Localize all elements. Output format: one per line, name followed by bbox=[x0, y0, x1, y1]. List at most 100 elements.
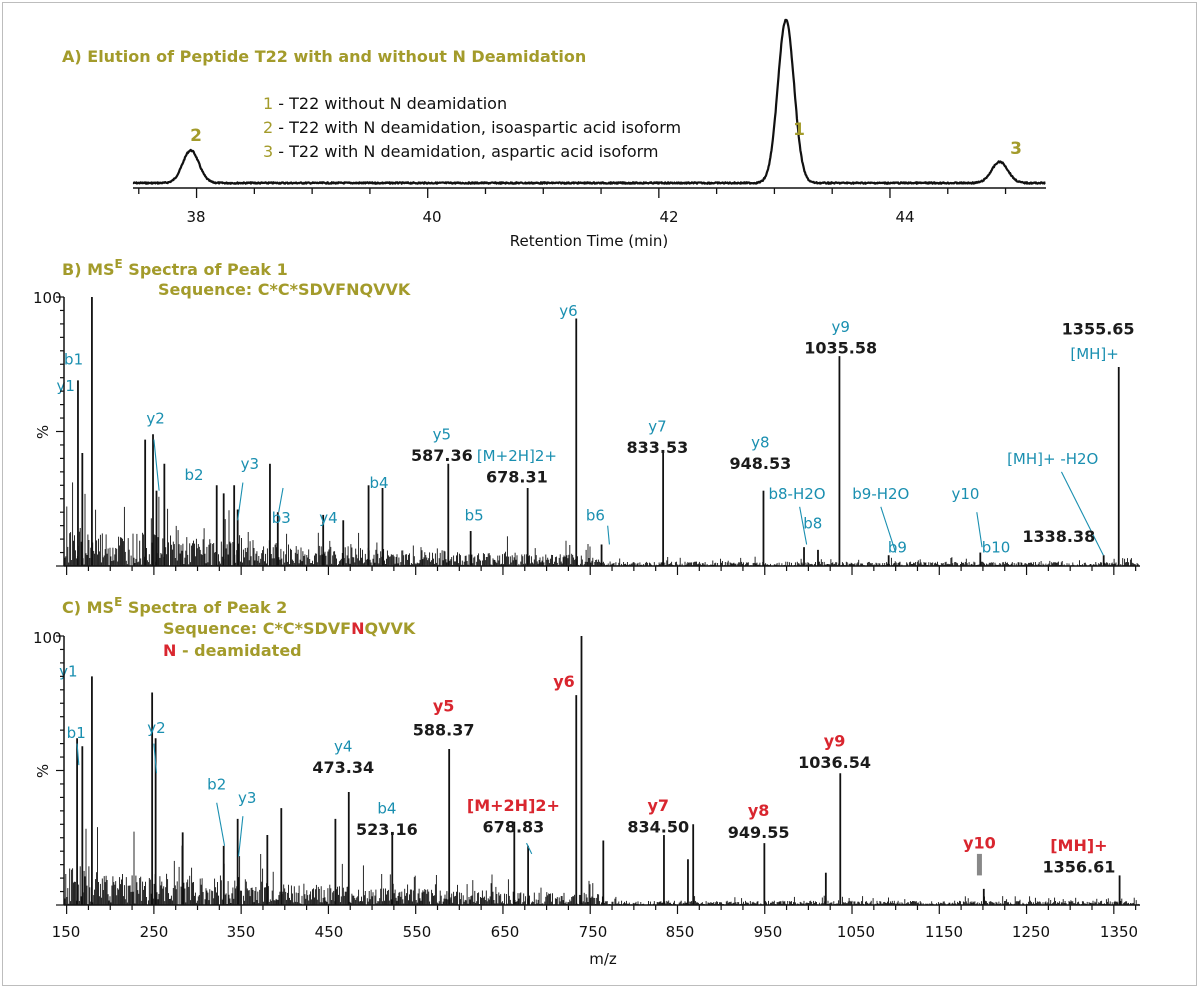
deamidation-note: N - deamidated bbox=[163, 641, 302, 660]
mz-tick-labels: 150 250 350 450 550 650 750 850 950 1050… bbox=[52, 923, 1138, 941]
label-connector bbox=[1060, 471, 1104, 556]
rt-tick-label: 44 bbox=[895, 208, 914, 226]
peak-annotation: y7 bbox=[648, 796, 670, 815]
mz-tick-label: 1050 bbox=[837, 923, 875, 941]
label-connectors bbox=[153, 439, 1104, 556]
legend-entry: 1 - T22 without N deamidation bbox=[263, 94, 507, 113]
peak-annotation: y8 bbox=[751, 434, 769, 452]
peak-annotation: [MH]+ bbox=[1050, 836, 1107, 855]
peak-annotation: 949.55 bbox=[728, 823, 790, 842]
peak-annotation: [MH]+ -H2O bbox=[1007, 450, 1098, 468]
peak-annotation: b8-H2O bbox=[768, 485, 825, 503]
peak-annotation: y3 bbox=[238, 789, 256, 807]
peak-annotation: 678.31 bbox=[486, 468, 548, 487]
peak-annotation: y5 bbox=[433, 696, 455, 715]
peak-label: 3 bbox=[1010, 139, 1022, 159]
chromatogram-trace bbox=[132, 18, 1046, 185]
label-connector bbox=[237, 482, 244, 521]
peak-annotation: 1036.54 bbox=[798, 753, 871, 772]
legend-text: - T22 without N deamidation bbox=[278, 94, 507, 113]
y-axis-max-label: 100 bbox=[33, 289, 62, 307]
label-connectors bbox=[76, 743, 982, 876]
peak-annotation: b1 bbox=[67, 724, 86, 742]
peak-annotation: b8 bbox=[803, 514, 822, 532]
peak-annotation: 1338.38 bbox=[1022, 527, 1095, 546]
legend-number: 3 bbox=[263, 142, 273, 161]
label-connector bbox=[976, 512, 983, 548]
rt-tick-label: 42 bbox=[659, 208, 678, 226]
peak-annotation: 1356.61 bbox=[1042, 858, 1115, 877]
peak-annotation: y9 bbox=[831, 318, 849, 336]
label-connector bbox=[237, 816, 244, 857]
legend-number: 1 bbox=[263, 94, 273, 113]
peak-annotation: y2 bbox=[146, 409, 164, 427]
peak-annotation: b9-H2O bbox=[852, 485, 909, 503]
legend-text: - T22 with N deamidation, isoaspartic ac… bbox=[278, 118, 681, 137]
peak-annotation: 523.16 bbox=[356, 820, 418, 839]
peak-annotation: b9 bbox=[888, 539, 907, 557]
label-connector bbox=[153, 743, 158, 774]
peak-annotation: y7 bbox=[648, 418, 666, 436]
mz-tick-label: 550 bbox=[403, 923, 432, 941]
label-connector bbox=[153, 439, 160, 491]
sequence-label: Sequence: C*C*SDVFNQVVK bbox=[158, 280, 411, 299]
mz-tick-label: 150 bbox=[52, 923, 81, 941]
mz-tick-label: 1250 bbox=[1012, 923, 1050, 941]
mz-tick-label: 1350 bbox=[1100, 923, 1138, 941]
mz-tick-label: 750 bbox=[579, 923, 608, 941]
peak-annotation: y10 bbox=[963, 834, 996, 853]
peak-annotation: b10 bbox=[982, 539, 1011, 557]
label-connector bbox=[278, 487, 284, 513]
peak-annotation: y2 bbox=[147, 719, 165, 737]
rt-axis-title: Retention Time (min) bbox=[510, 232, 669, 250]
peak-annotation: [MH]+ bbox=[1070, 345, 1119, 363]
peak-annotation: y10 bbox=[951, 485, 979, 503]
y-axis-title: % bbox=[34, 764, 52, 778]
y10-marker bbox=[976, 853, 982, 876]
peak-annotation: y3 bbox=[241, 455, 259, 473]
mz-axis-title: m/z bbox=[589, 950, 617, 968]
spectrum-peaks bbox=[77, 297, 1120, 566]
peak-annotation: 588.37 bbox=[413, 721, 475, 740]
peak-annotation: y4 bbox=[319, 509, 337, 527]
label-connector bbox=[216, 802, 226, 846]
noise-baseline bbox=[64, 821, 1139, 905]
peak-annotation: 834.50 bbox=[627, 817, 689, 836]
label-connector bbox=[526, 842, 533, 855]
mz-tick-label: 650 bbox=[491, 923, 520, 941]
label-connector bbox=[799, 506, 808, 545]
y-axis-ticks bbox=[56, 635, 64, 906]
peak-annotation: [M+2H]2+ bbox=[477, 447, 557, 465]
spectrum-peak1-panel: B) MSE Spectra of Peak 1 Sequence: C*C*S… bbox=[33, 257, 1140, 575]
peak-annotation: 473.34 bbox=[312, 758, 374, 777]
peak-annotation: y5 bbox=[433, 426, 451, 444]
spectrum-peak2-panel: C) MSE Spectra of Peak 2 Sequence: C*C*S… bbox=[33, 595, 1140, 968]
peak-annotation: b2 bbox=[184, 466, 203, 484]
spectrum-title: C) MSE Spectra of Peak 2 bbox=[62, 595, 287, 617]
rt-tick-label: 40 bbox=[422, 208, 441, 226]
peak-annotation: b4 bbox=[377, 800, 396, 818]
peak-annotation: b1 bbox=[64, 350, 83, 368]
legend-entry: 2 - T22 with N deamidation, isoaspartic … bbox=[263, 118, 681, 137]
mz-tick-label: 1150 bbox=[925, 923, 963, 941]
peak-label: 1 bbox=[793, 120, 805, 140]
peak-annotation: b2 bbox=[207, 775, 226, 793]
x-axis-ticks bbox=[66, 905, 1137, 914]
peak-annotation: y6 bbox=[559, 302, 577, 320]
peak-annotation: y8 bbox=[748, 801, 770, 820]
peak-annotation: b5 bbox=[465, 506, 484, 524]
peak-annotation: 587.36 bbox=[411, 446, 473, 465]
spectrum-peaks bbox=[76, 636, 1121, 905]
label-connector bbox=[607, 525, 610, 545]
sequence-label: Sequence: C*C*SDVFNQVVK bbox=[163, 619, 416, 638]
mz-tick-label: 350 bbox=[227, 923, 256, 941]
y-axis-ticks bbox=[56, 296, 64, 567]
x-axis-ticks bbox=[66, 566, 1137, 575]
peak-annotations: y1 b1 y2 b2 y3 y4 473.34 b4 523.16 y5 588.37 [M+2H]… bbox=[59, 662, 1115, 876]
legend-entry: 3 - T22 with N deamidation, aspartic aci… bbox=[263, 142, 659, 161]
y-axis-title: % bbox=[34, 425, 52, 439]
y-axis-max-label: 100 bbox=[33, 629, 62, 647]
rt-tick-label: 38 bbox=[186, 208, 205, 226]
peak-annotation: 833.53 bbox=[627, 438, 689, 457]
